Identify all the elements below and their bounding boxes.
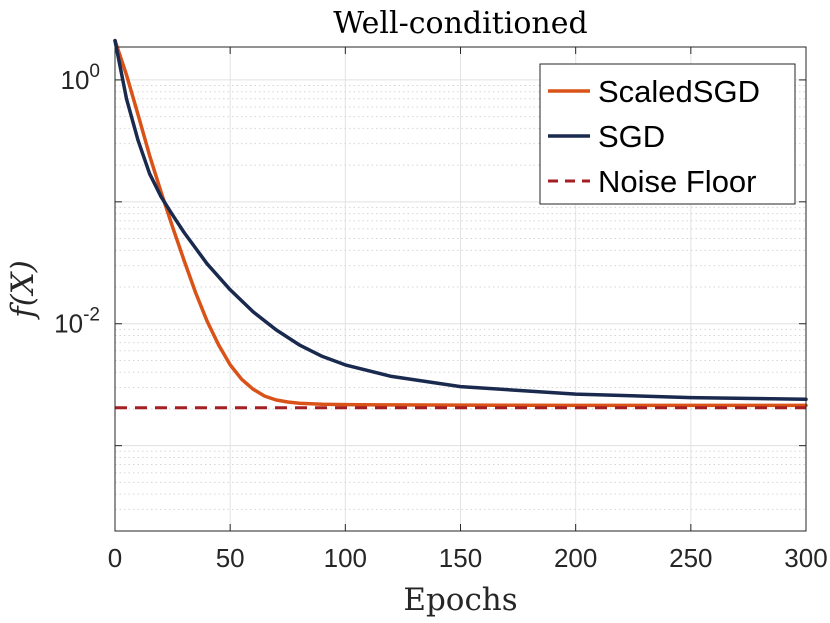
x-tick-label: 200 [554,543,597,573]
legend-label-scaledsgd: ScaledSGD [598,74,760,109]
x-tick-label: 0 [108,543,122,573]
legend-label-sgd: SGD [598,119,665,154]
y-tick-label: 100 [61,61,101,95]
x-tick-label: 50 [216,543,245,573]
x-axis-label: Epochs [403,582,517,618]
grid [115,47,806,532]
series-line-scaledsgd [113,38,808,408]
x-tick-label: 100 [324,543,367,573]
x-tick-label: 300 [784,543,827,573]
legend: ScaledSGD SGD Noise Floor [539,63,796,205]
chart-title: Well-conditioned [333,6,587,41]
series-line-sgd [113,38,808,402]
x-tick-label: 150 [439,543,482,573]
ticks: 0 50 100 150 200 250 300 100 10-2 [54,47,828,573]
legend-label-noise-floor: Noise Floor [598,164,757,199]
x-tick-label: 250 [669,543,712,573]
y-tick-label: 10-2 [54,305,100,339]
y-axis-label: f(X) [5,260,41,320]
series-group [113,38,808,410]
